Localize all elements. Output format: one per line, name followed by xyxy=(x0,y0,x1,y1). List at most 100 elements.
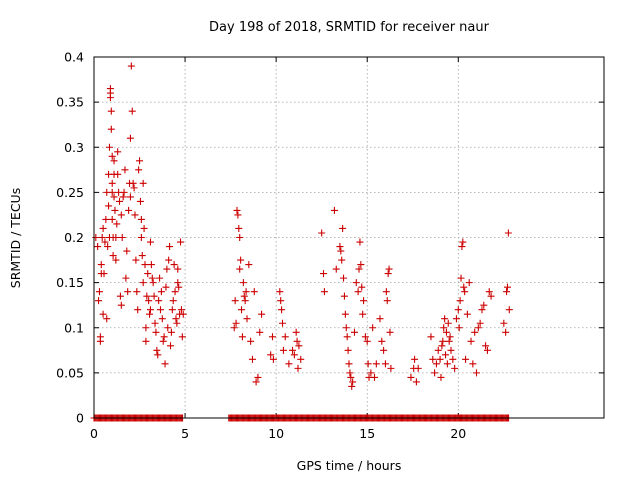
data-point xyxy=(117,211,125,219)
y-tick-label: 0.3 xyxy=(64,140,84,155)
data-point xyxy=(505,306,513,314)
data-point xyxy=(414,364,422,372)
data-point xyxy=(384,270,392,278)
data-point xyxy=(120,188,128,196)
y-tick-label: 0 xyxy=(76,411,84,426)
data-point xyxy=(376,315,384,323)
data-point xyxy=(133,288,141,296)
data-point xyxy=(171,288,179,296)
data-point xyxy=(239,279,247,287)
data-point xyxy=(444,319,452,327)
data-point xyxy=(160,333,168,341)
data-point xyxy=(126,193,134,201)
data-point xyxy=(407,373,415,381)
data-point xyxy=(343,333,351,341)
data-point xyxy=(141,261,149,269)
data-point xyxy=(167,328,175,336)
data-point xyxy=(381,360,389,368)
data-point xyxy=(114,148,122,156)
data-point xyxy=(452,315,460,323)
data-point xyxy=(445,337,453,345)
data-point xyxy=(177,306,185,314)
data-point xyxy=(104,243,112,251)
data-point xyxy=(137,215,145,223)
data-point xyxy=(118,234,126,241)
data-point xyxy=(385,265,393,273)
data-point xyxy=(247,337,255,345)
data-point xyxy=(320,270,327,278)
data-point xyxy=(163,265,171,273)
data-point xyxy=(258,310,266,318)
data-point xyxy=(503,288,511,296)
data-point xyxy=(378,337,386,345)
data-point xyxy=(361,333,369,341)
data-point xyxy=(156,306,164,314)
data-point xyxy=(95,297,103,305)
data-point xyxy=(387,364,395,372)
data-point xyxy=(469,360,477,368)
data-point xyxy=(347,373,355,381)
data-point xyxy=(476,319,484,327)
data-point xyxy=(116,197,123,205)
data-point xyxy=(431,369,439,377)
data-point xyxy=(443,360,451,368)
data-point xyxy=(485,288,493,296)
y-tick-label: 0.25 xyxy=(56,185,84,200)
data-point xyxy=(446,333,454,341)
data-point xyxy=(267,351,275,359)
data-point xyxy=(139,179,147,187)
data-point xyxy=(149,279,157,287)
data-point xyxy=(449,355,457,363)
data-point xyxy=(438,342,446,350)
data-point xyxy=(502,328,510,336)
grid xyxy=(94,57,604,418)
data-point xyxy=(97,261,105,269)
data-point xyxy=(455,324,463,332)
data-point xyxy=(103,315,111,323)
tick-labels: 0 0.05 0.1 0.15 0.2 0.25 0.3 0.35 0.4 0 5 10 15 20 xyxy=(56,50,466,442)
data-point xyxy=(99,224,107,232)
data-point xyxy=(137,234,145,241)
data-point xyxy=(295,342,303,350)
data-point xyxy=(129,179,137,187)
data-point xyxy=(108,188,116,196)
data-point xyxy=(330,206,338,214)
data-point xyxy=(238,333,246,341)
data-point xyxy=(441,315,449,323)
data-point xyxy=(165,256,173,264)
data-point xyxy=(462,355,470,363)
data-point xyxy=(480,301,488,309)
data-point xyxy=(482,342,490,350)
data-point xyxy=(471,328,479,336)
data-point xyxy=(150,292,158,300)
data-point xyxy=(442,328,450,336)
data-point xyxy=(108,152,116,160)
data-point xyxy=(151,319,159,327)
data-point xyxy=(142,324,150,332)
data-point xyxy=(92,234,100,241)
data-point xyxy=(276,288,284,296)
data-point xyxy=(147,261,155,269)
data-point xyxy=(487,292,495,300)
data-point xyxy=(427,333,435,341)
data-point xyxy=(148,274,156,282)
data-point xyxy=(167,342,174,350)
data-point xyxy=(231,297,239,305)
data-point xyxy=(350,328,358,336)
data-point xyxy=(128,107,136,115)
data-point xyxy=(297,355,305,363)
data-point xyxy=(342,324,350,332)
data-point xyxy=(106,85,114,93)
data-point xyxy=(174,279,182,287)
data-point xyxy=(344,346,352,354)
data-point xyxy=(349,378,357,386)
data-point xyxy=(412,378,420,386)
data-point xyxy=(156,274,164,282)
data-point xyxy=(358,283,366,291)
x-axis-label: GPS time / hours xyxy=(297,458,402,473)
data-point xyxy=(146,306,154,314)
y-tick-label: 0.2 xyxy=(64,230,84,245)
data-point xyxy=(320,288,328,296)
data-point xyxy=(162,283,170,291)
data-point xyxy=(124,288,132,296)
